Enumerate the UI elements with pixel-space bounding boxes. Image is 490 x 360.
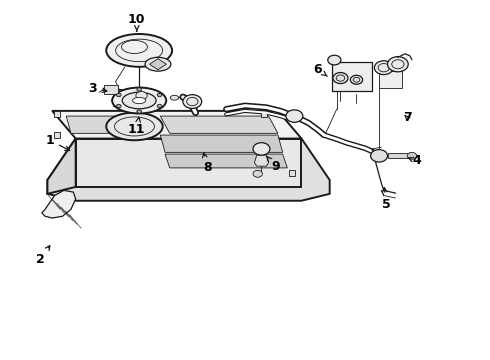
Text: 4: 4 xyxy=(409,154,421,167)
Circle shape xyxy=(333,72,348,84)
Circle shape xyxy=(117,93,121,97)
Polygon shape xyxy=(113,100,137,106)
Bar xyxy=(388,153,411,158)
Circle shape xyxy=(157,93,162,97)
Text: 7: 7 xyxy=(403,111,412,124)
Circle shape xyxy=(328,55,341,65)
Polygon shape xyxy=(165,154,287,168)
Bar xyxy=(289,170,295,176)
Ellipse shape xyxy=(133,98,146,104)
Text: 11: 11 xyxy=(128,117,146,136)
Polygon shape xyxy=(48,139,75,194)
Text: 1: 1 xyxy=(46,134,70,150)
Polygon shape xyxy=(75,139,301,187)
Ellipse shape xyxy=(122,92,156,109)
Text: 2: 2 xyxy=(36,246,50,266)
Polygon shape xyxy=(160,116,278,133)
Bar xyxy=(104,85,118,94)
Text: 5: 5 xyxy=(382,188,391,211)
Circle shape xyxy=(350,75,363,84)
Bar xyxy=(53,132,60,138)
Circle shape xyxy=(137,88,142,91)
Circle shape xyxy=(286,110,303,122)
Bar xyxy=(332,62,372,91)
Text: 9: 9 xyxy=(267,156,280,173)
Polygon shape xyxy=(254,155,269,166)
Circle shape xyxy=(117,104,121,108)
Ellipse shape xyxy=(170,95,179,100)
Text: 3: 3 xyxy=(88,82,107,95)
Circle shape xyxy=(253,170,263,177)
Ellipse shape xyxy=(112,87,166,113)
Text: 6: 6 xyxy=(314,63,327,76)
Circle shape xyxy=(137,110,142,113)
Circle shape xyxy=(253,143,270,155)
Circle shape xyxy=(388,57,408,72)
Text: 10: 10 xyxy=(128,13,146,31)
Bar xyxy=(53,111,60,117)
Polygon shape xyxy=(48,139,330,201)
Bar xyxy=(379,71,402,89)
Polygon shape xyxy=(149,59,167,70)
Circle shape xyxy=(370,150,388,162)
Text: 8: 8 xyxy=(202,153,212,174)
Circle shape xyxy=(136,91,147,100)
Circle shape xyxy=(407,152,416,159)
Circle shape xyxy=(183,95,202,108)
Circle shape xyxy=(157,104,162,108)
Polygon shape xyxy=(52,111,301,139)
Ellipse shape xyxy=(106,34,172,67)
Polygon shape xyxy=(66,116,146,133)
Circle shape xyxy=(374,61,393,75)
Polygon shape xyxy=(160,135,283,152)
Polygon shape xyxy=(42,190,75,218)
Ellipse shape xyxy=(145,57,171,71)
Bar xyxy=(261,111,267,117)
Ellipse shape xyxy=(106,113,163,140)
